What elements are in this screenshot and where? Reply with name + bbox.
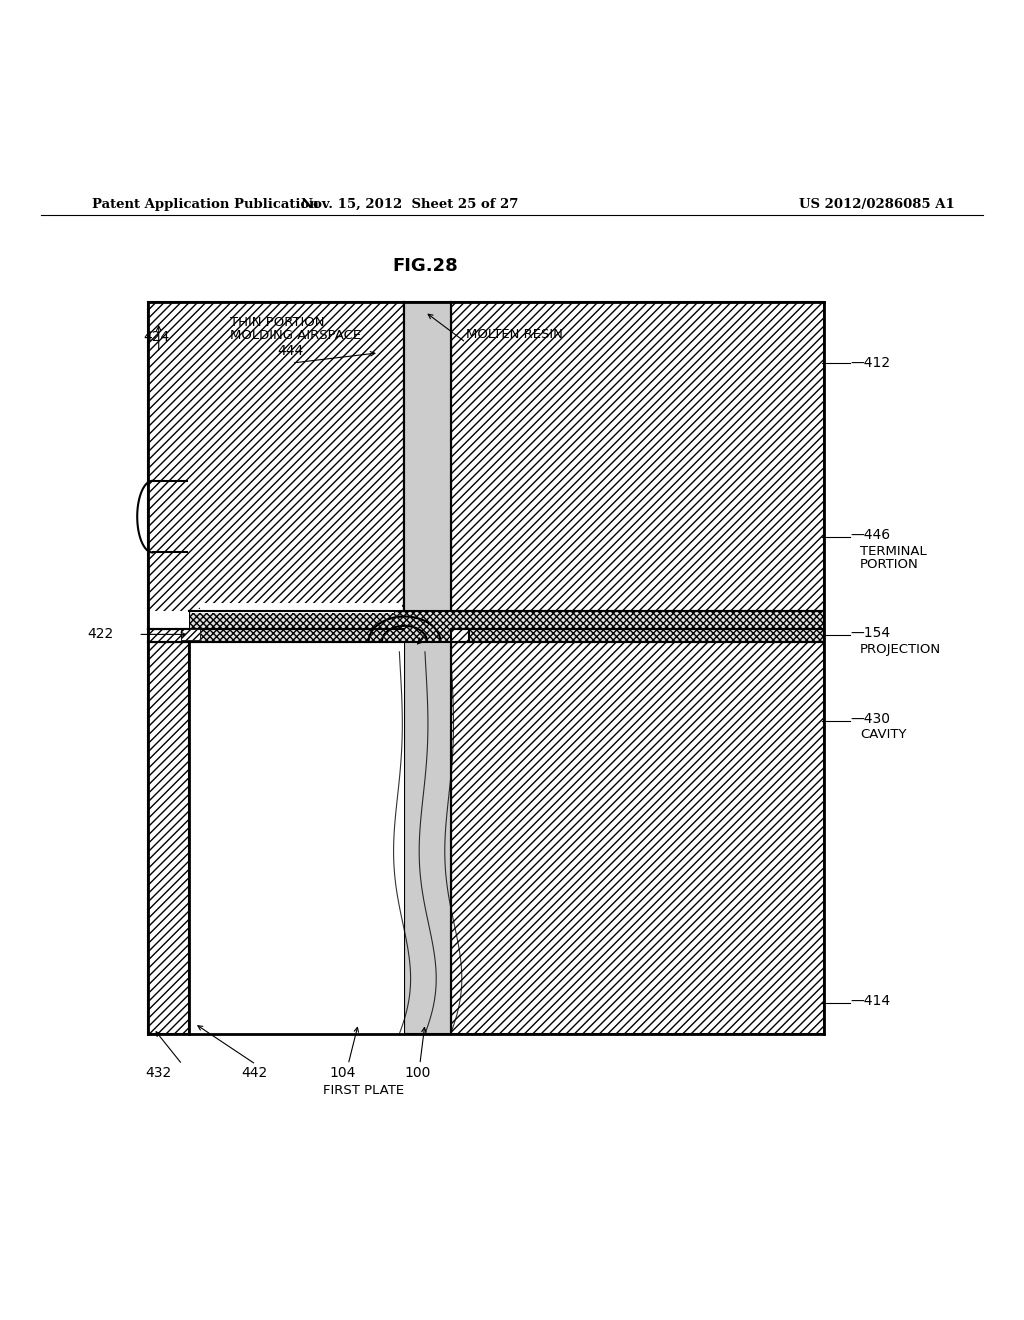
Bar: [189, 611, 824, 642]
Bar: [148, 642, 189, 1034]
Text: US 2012/0286085 A1: US 2012/0286085 A1: [799, 198, 954, 211]
Bar: [148, 301, 404, 630]
Bar: [200, 603, 402, 611]
Text: FIRST PLATE: FIRST PLATE: [323, 1084, 404, 1097]
Text: PROJECTION: PROJECTION: [860, 643, 941, 656]
Bar: [189, 642, 404, 1034]
Bar: [181, 630, 200, 639]
Text: 432: 432: [145, 1065, 172, 1080]
Text: —430: —430: [850, 713, 890, 726]
Text: THIN PORTION: THIN PORTION: [230, 315, 325, 329]
Bar: [404, 301, 451, 630]
Text: 104: 104: [330, 1065, 356, 1080]
Text: MOLDING AIRSPACE: MOLDING AIRSPACE: [230, 329, 361, 342]
Text: Patent Application Publication: Patent Application Publication: [92, 198, 318, 211]
Text: —414: —414: [850, 994, 890, 1008]
Text: TERMINAL: TERMINAL: [860, 545, 927, 558]
Text: —154: —154: [850, 627, 890, 640]
Text: 422: 422: [87, 627, 114, 642]
Text: FIG.28: FIG.28: [392, 257, 458, 275]
Bar: [181, 630, 200, 639]
Bar: [451, 630, 824, 1034]
Text: CAVITY: CAVITY: [860, 729, 906, 742]
Text: —446: —446: [850, 528, 890, 543]
Bar: [148, 611, 189, 630]
Bar: [148, 630, 189, 642]
Text: —412: —412: [850, 356, 890, 370]
Text: 444: 444: [278, 343, 304, 358]
Text: 442: 442: [241, 1065, 267, 1080]
Text: 100: 100: [404, 1065, 431, 1080]
Text: MOLTEN RESIN: MOLTEN RESIN: [466, 327, 563, 341]
Text: 424: 424: [143, 330, 170, 345]
Bar: [404, 630, 451, 1034]
Bar: [451, 301, 824, 630]
Text: Nov. 15, 2012  Sheet 25 of 27: Nov. 15, 2012 Sheet 25 of 27: [301, 198, 518, 211]
Bar: [451, 630, 469, 642]
Text: PORTION: PORTION: [860, 558, 919, 572]
